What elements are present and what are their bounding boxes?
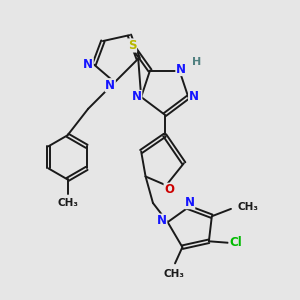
Text: N: N	[176, 62, 186, 76]
Text: O: O	[164, 183, 174, 196]
Text: N: N	[157, 214, 167, 227]
Text: S: S	[128, 39, 136, 52]
Text: CH₃: CH₃	[163, 269, 184, 279]
Text: CH₃: CH₃	[57, 198, 78, 208]
Text: N: N	[83, 58, 93, 71]
Text: Cl: Cl	[229, 236, 242, 249]
Text: N: N	[185, 196, 195, 208]
Text: N: N	[105, 79, 115, 92]
Text: N: N	[189, 91, 199, 103]
Text: CH₃: CH₃	[238, 202, 259, 212]
Text: N: N	[132, 91, 142, 103]
Text: H: H	[193, 57, 202, 67]
